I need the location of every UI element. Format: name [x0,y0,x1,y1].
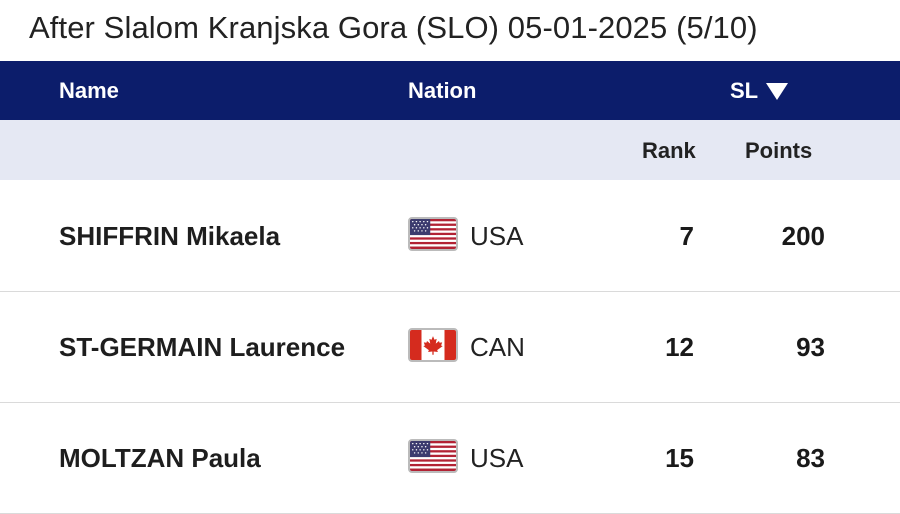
points-value: 93 [796,332,825,362]
triangle-down-icon [766,83,789,100]
nation-code: USA [470,221,524,251]
page-title: After Slalom Kranjska Gora (SLO) 05-01-2… [29,10,758,45]
points-value: 83 [796,443,825,473]
canada-flag-icon [408,328,458,362]
nation-code: USA [470,443,524,473]
column-header-sl-label: SL [730,78,759,103]
rank-value: 15 [665,443,694,473]
rank-value: 12 [665,332,694,362]
column-header-nation[interactable]: Nation [408,78,477,103]
athlete-name[interactable]: MOLTZAN Paula [59,443,261,473]
table-subheader: Rank Points [0,120,900,180]
column-header-name[interactable]: Name [59,78,119,103]
table-row[interactable]: MOLTZAN Paula USA 15 83 [0,403,900,514]
subheader-rank: Rank [642,138,696,163]
nation-code: CAN [470,332,525,362]
subheader-points: Points [745,138,813,163]
table-row[interactable]: ST-GERMAIN Laurence CAN 12 93 [0,292,900,403]
athlete-name[interactable]: ST-GERMAIN Laurence [59,332,346,362]
table-row[interactable]: SHIFFRIN Mikaela USA 7 200 [0,181,900,292]
rank-value: 7 [679,221,694,251]
athlete-name[interactable]: SHIFFRIN Mikaela [59,221,281,251]
column-header-sl[interactable]: SL [730,61,789,120]
usa-flag-icon [408,217,458,251]
usa-flag-icon [408,439,458,473]
table-header: Name Nation SL [0,61,900,120]
points-value: 200 [781,221,825,251]
